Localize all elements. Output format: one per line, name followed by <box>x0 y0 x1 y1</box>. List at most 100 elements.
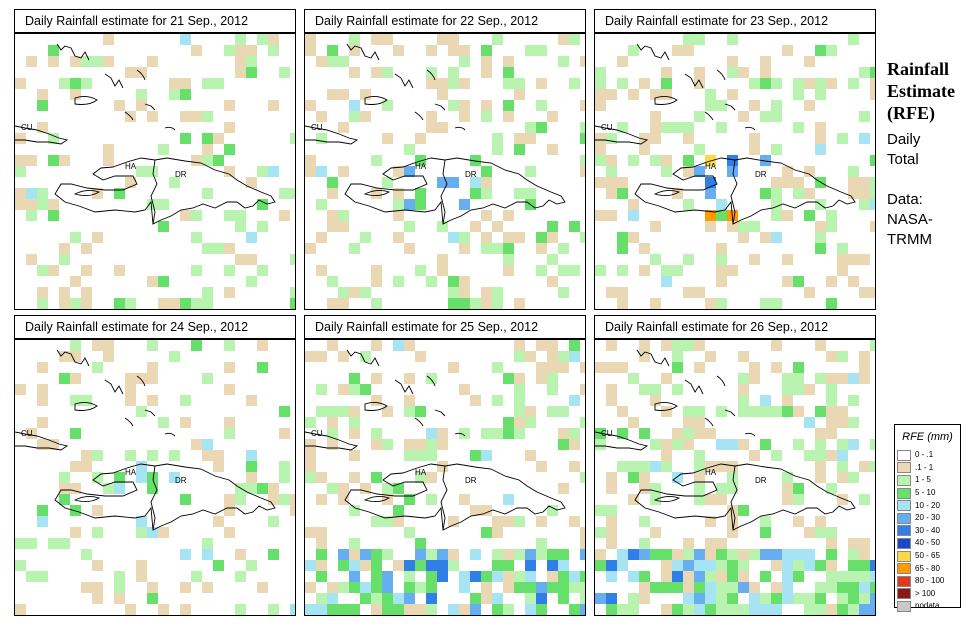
rainfall-cell <box>716 406 727 417</box>
rainfall-cell <box>793 483 804 494</box>
rainfall-cell <box>349 373 360 384</box>
rainfall-cell <box>327 276 338 287</box>
rainfall-cell <box>837 417 848 428</box>
coastline <box>74 95 98 105</box>
rainfall-cell <box>749 604 760 615</box>
rainfall-cell <box>37 265 48 276</box>
rainfall-cell <box>661 582 672 593</box>
rainfall-cell <box>470 395 481 406</box>
panel-title: Daily Rainfall estimate for 26 Sep., 201… <box>594 315 876 339</box>
rainfall-cell <box>782 210 793 221</box>
rainfall-grid: CU HA DR <box>15 340 295 615</box>
rainfall-cell <box>672 340 683 351</box>
rainfall-cell <box>617 265 628 276</box>
rainfall-cell <box>404 340 415 351</box>
rainfall-cell <box>716 604 727 615</box>
rainfall-cell <box>848 78 859 89</box>
rainfall-cell <box>525 604 536 615</box>
rainfall-cell <box>870 78 875 89</box>
rainfall-cell <box>327 45 338 56</box>
coastline <box>346 349 380 367</box>
legend-item: 10 - 20 <box>895 499 960 512</box>
rainfall-cell <box>147 362 158 373</box>
rainfall-cell <box>415 406 426 417</box>
rainfall-cell <box>606 287 617 298</box>
rainfall-cell <box>37 298 48 309</box>
rainfall-cell <box>859 362 870 373</box>
rainfall-cell <box>360 89 371 100</box>
rainfall-cell <box>804 549 815 560</box>
rainfall-cell <box>617 549 628 560</box>
rainfall-cell <box>136 461 147 472</box>
rainfall-cell <box>569 340 580 351</box>
rainfall-cell <box>316 111 327 122</box>
rainfall-cell <box>650 461 661 472</box>
rainfall-cell <box>360 593 371 604</box>
rainfall-cell <box>793 188 804 199</box>
rainfall-cell <box>235 45 246 56</box>
rainfall-cell <box>694 461 705 472</box>
rainfall-cell <box>672 439 683 450</box>
rainfall-cell <box>815 144 826 155</box>
rainfall-cell <box>158 144 169 155</box>
rainfall-cell <box>837 265 848 276</box>
rainfall-cell <box>290 287 295 298</box>
rainfall-cell <box>415 199 426 210</box>
rainfall-cell <box>492 221 503 232</box>
rainfall-cell <box>169 351 180 362</box>
rainfall-cell <box>661 549 672 560</box>
rainfall-cell <box>683 571 694 582</box>
rainfall-cell <box>870 560 875 571</box>
rainfall-cell <box>202 78 213 89</box>
rainfall-cell <box>349 549 360 560</box>
rainfall-cell <box>371 395 382 406</box>
rainfall-cell <box>415 351 426 362</box>
rainfall-cell <box>59 472 70 483</box>
rainfall-cell <box>558 351 569 362</box>
rainfall-cell <box>338 56 349 67</box>
rainfall-cell <box>804 560 815 571</box>
rainfall-cell <box>606 362 617 373</box>
rainfall-cell <box>268 166 279 177</box>
coastline <box>684 73 704 89</box>
side-period: Daily Total <box>887 130 920 170</box>
rainfall-cell <box>246 461 257 472</box>
rainfall-cell <box>628 604 639 615</box>
rainfall-cell <box>257 221 268 232</box>
rainfall-map: CU HA DR <box>14 33 296 310</box>
rainfall-cell <box>114 582 125 593</box>
rainfall-cell <box>147 276 158 287</box>
rainfall-cell <box>470 450 481 461</box>
rainfall-cell <box>525 450 536 461</box>
rainfall-cell <box>448 276 459 287</box>
rainfall-cell <box>448 232 459 243</box>
rainfall-cell <box>782 45 793 56</box>
rainfall-cell <box>246 232 257 243</box>
rainfall-cell <box>606 166 617 177</box>
side-data-label: Data: <box>887 191 923 208</box>
rainfall-cell <box>492 362 503 373</box>
map-label-dominican-republic: DR <box>465 476 477 485</box>
rainfall-cell <box>804 188 815 199</box>
rainfall-cell <box>859 199 870 210</box>
rainfall-cell <box>481 298 492 309</box>
rainfall-cell <box>92 450 103 461</box>
rainfall-cell <box>37 362 48 373</box>
rainfall-cell <box>316 232 327 243</box>
rainfall-cell <box>371 188 382 199</box>
rainfall-cell <box>705 351 716 362</box>
rainfall-cell <box>404 199 415 210</box>
rainfall-cell <box>327 56 338 67</box>
rainfall-cell <box>393 560 404 571</box>
coastline <box>136 375 146 387</box>
rainfall-cell <box>859 494 870 505</box>
rainfall-cell <box>360 483 371 494</box>
rainfall-cell <box>246 45 257 56</box>
rainfall-cell <box>815 340 826 351</box>
rainfall-cell <box>470 298 481 309</box>
rainfall-cell <box>349 67 360 78</box>
coastline <box>15 125 69 145</box>
rainfall-cell <box>503 265 514 276</box>
rainfall-cell <box>470 604 481 615</box>
rainfall-cell <box>114 472 125 483</box>
